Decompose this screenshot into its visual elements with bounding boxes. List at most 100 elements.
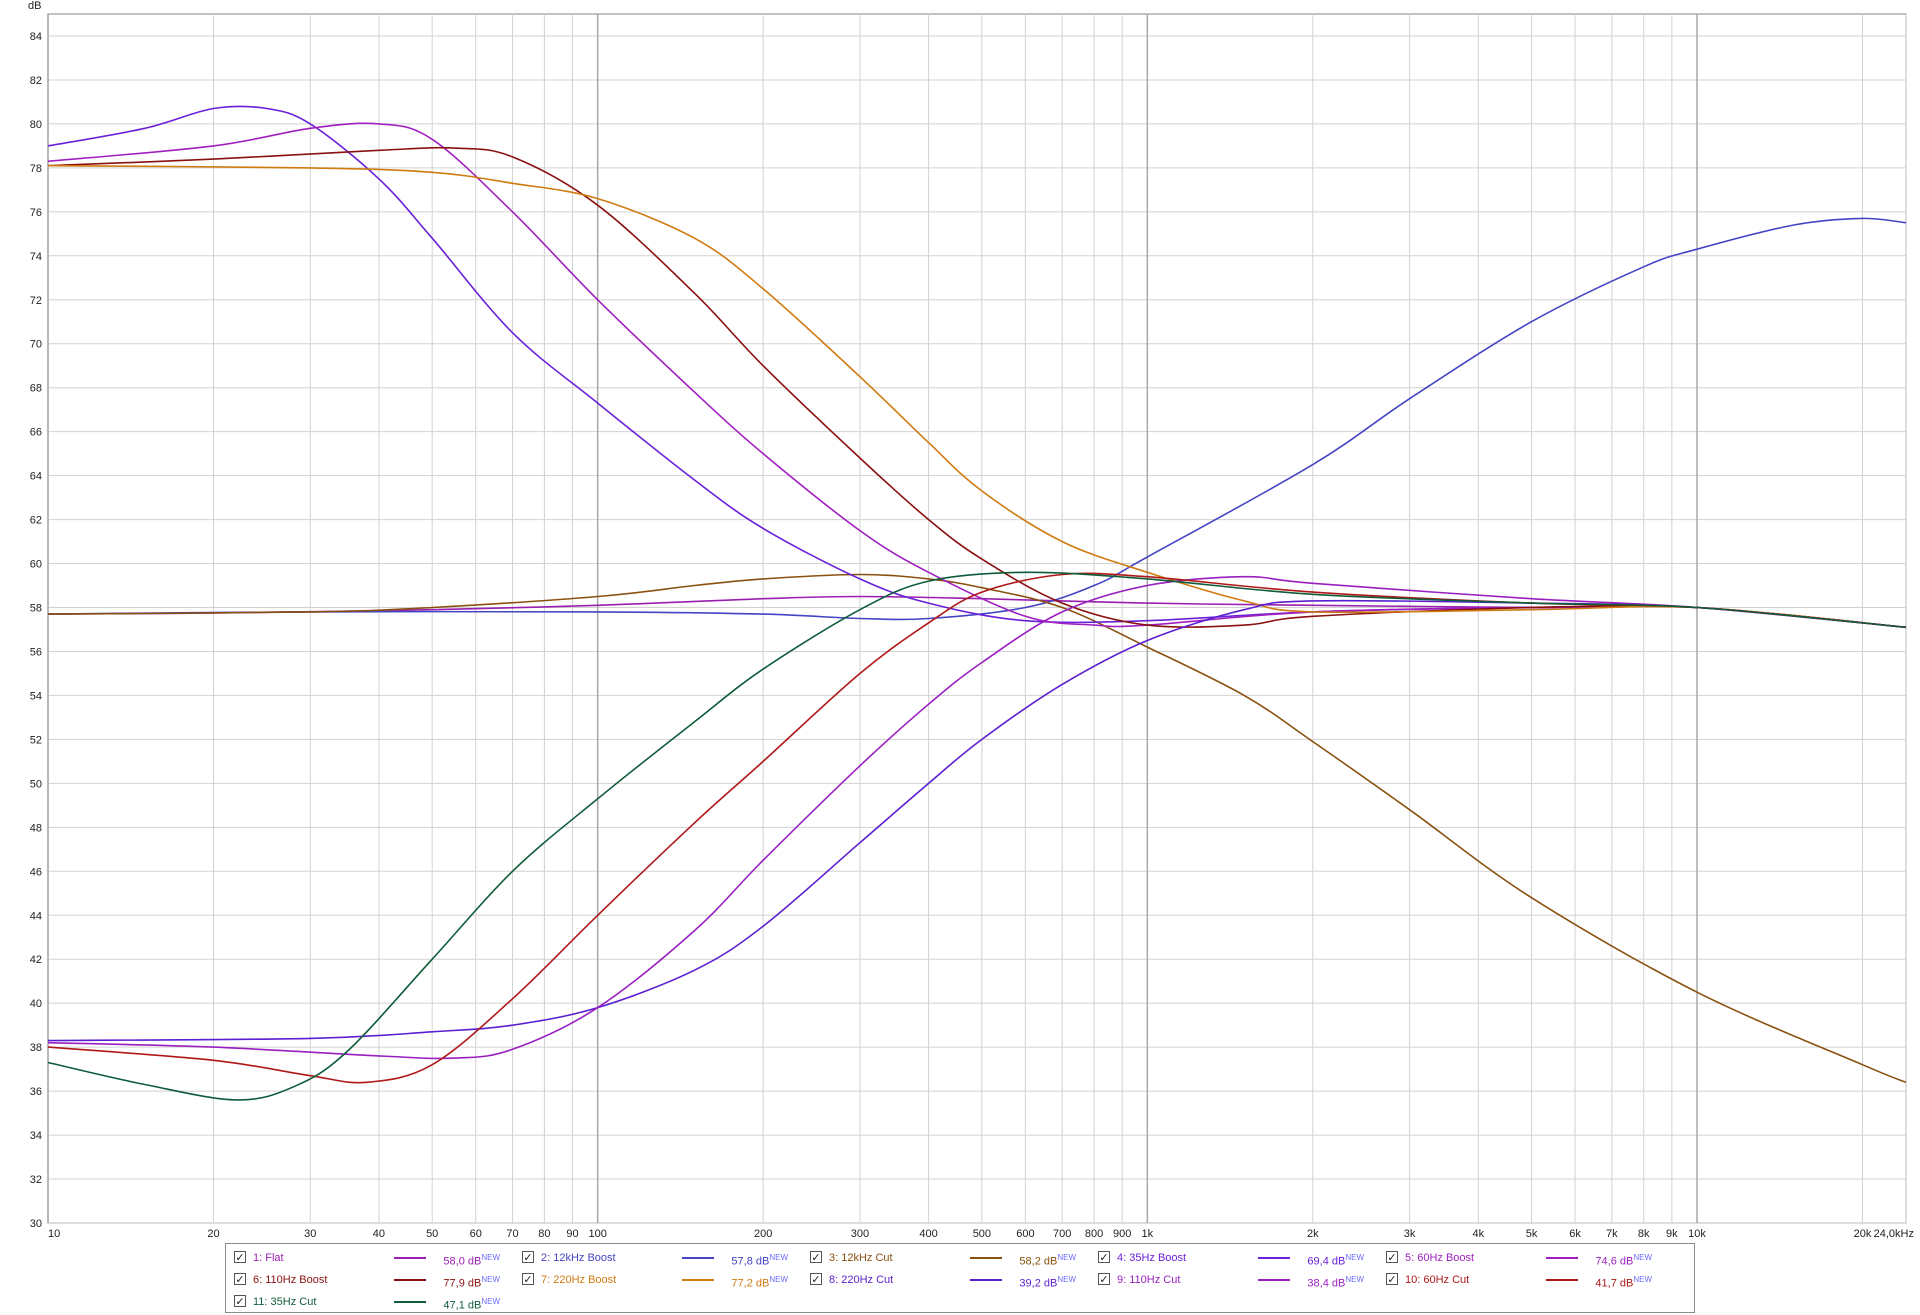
legend-color-swatch xyxy=(1258,1257,1290,1259)
y-tick-label: 46 xyxy=(30,866,42,878)
legend-color-swatch xyxy=(682,1279,714,1281)
legend-series-name: 1: Flat xyxy=(253,1252,284,1264)
legend-checkbox[interactable]: ✓ xyxy=(234,1295,246,1308)
legend-checkbox[interactable]: ✓ xyxy=(1386,1273,1398,1286)
legend-checkbox[interactable]: ✓ xyxy=(1386,1251,1398,1264)
legend-new-tag: NEW xyxy=(481,1297,500,1306)
legend-item-8: ✓ 8: 220Hz Cut 39,2 dBNEW xyxy=(810,1271,1090,1290)
y-tick-label: 54 xyxy=(30,690,42,702)
legend-new-tag: NEW xyxy=(1633,1253,1652,1262)
legend-item-4: ✓ 4: 35Hz Boost 69,4 dBNEW xyxy=(1098,1249,1378,1268)
x-tick-label: 30 xyxy=(304,1228,316,1240)
x-tick-label: 50 xyxy=(426,1228,438,1240)
y-tick-label: 30 xyxy=(30,1218,42,1230)
x-tick-label: 9k xyxy=(1666,1228,1678,1240)
x-tick-label: 800 xyxy=(1085,1228,1103,1240)
plot-area xyxy=(47,13,1907,1224)
legend-series-name: 6: 110Hz Boost xyxy=(253,1274,328,1286)
y-tick-label: 62 xyxy=(30,515,42,527)
legend-item-6: ✓ 6: 110Hz Boost 77,9 dBNEW xyxy=(234,1271,514,1290)
y-tick-label: 36 xyxy=(30,1086,42,1098)
series-line-2 xyxy=(47,217,1907,621)
legend-series-value: 69,4 dBNEW xyxy=(1307,1253,1364,1268)
legend-color-swatch xyxy=(970,1279,1002,1281)
legend-item-7: ✓ 7: 220Hz Boost 77,2 dBNEW xyxy=(522,1271,802,1290)
y-tick-label: 38 xyxy=(30,1042,42,1054)
legend-color-swatch xyxy=(970,1257,1002,1259)
legend-new-tag: NEW xyxy=(1057,1253,1076,1262)
x-tick-label: 20k xyxy=(1854,1228,1872,1240)
legend-series-name: 9: 110Hz Cut xyxy=(1117,1274,1181,1286)
legend-item-1: ✓ 1: Flat 58,0 dBNEW xyxy=(234,1249,514,1268)
legend-series-value: 38,4 dBNEW xyxy=(1307,1275,1364,1290)
y-tick-label: 50 xyxy=(30,778,42,790)
legend-new-tag: NEW xyxy=(1057,1275,1076,1284)
x-tick-label: 700 xyxy=(1053,1228,1071,1240)
y-tick-label: 70 xyxy=(30,339,42,351)
legend-item-5: ✓ 5: 60Hz Boost 74,6 dBNEW xyxy=(1386,1249,1666,1268)
x-tick-label: 8k xyxy=(1638,1228,1650,1240)
y-axis-unit-label: dB xyxy=(28,0,41,12)
legend-color-swatch xyxy=(1546,1279,1578,1281)
legend-color-swatch xyxy=(1546,1257,1578,1259)
legend-color-swatch xyxy=(682,1257,714,1259)
legend-new-tag: NEW xyxy=(1345,1275,1364,1284)
legend-checkbox[interactable]: ✓ xyxy=(234,1251,246,1264)
legend-color-swatch xyxy=(394,1301,426,1303)
x-tick-label: 10k xyxy=(1688,1228,1706,1240)
x-tick-label: 900 xyxy=(1113,1228,1131,1240)
x-tick-label: 200 xyxy=(754,1228,772,1240)
grid xyxy=(47,14,1907,1224)
legend-checkbox[interactable]: ✓ xyxy=(522,1251,534,1264)
legend-series-value: 74,6 dBNEW xyxy=(1595,1253,1652,1268)
legend-checkbox[interactable]: ✓ xyxy=(234,1273,246,1286)
y-tick-label: 52 xyxy=(30,734,42,746)
legend-series-name: 7: 220Hz Boost xyxy=(541,1274,617,1286)
legend-series-value: 77,2 dBNEW xyxy=(731,1275,788,1290)
legend-new-tag: NEW xyxy=(769,1275,788,1284)
legend-item-9: ✓ 9: 110Hz Cut 38,4 dBNEW xyxy=(1098,1271,1378,1290)
legend-checkbox[interactable]: ✓ xyxy=(810,1251,822,1264)
legend-item-10: ✓ 10: 60Hz Cut 41,7 dBNEW xyxy=(1386,1271,1666,1290)
legend-series-value: 41,7 dBNEW xyxy=(1595,1275,1652,1290)
legend-color-swatch xyxy=(1258,1279,1290,1281)
x-tick-label: 1k xyxy=(1142,1228,1154,1240)
x-tick-label: 400 xyxy=(919,1228,937,1240)
x-tick-label: 7k xyxy=(1606,1228,1618,1240)
y-tick-label: 60 xyxy=(30,559,42,571)
series-line-3 xyxy=(47,573,1907,1084)
x-tick-label: 24,0kHz xyxy=(1874,1228,1914,1240)
x-tick-label: 3k xyxy=(1404,1228,1416,1240)
legend-item-3: ✓ 3: 12kHz Cut 58,2 dBNEW xyxy=(810,1249,1090,1268)
series-line-11 xyxy=(47,571,1907,1101)
y-tick-label: 58 xyxy=(30,603,42,615)
legend-checkbox[interactable]: ✓ xyxy=(522,1273,534,1286)
x-tick-label: 40 xyxy=(373,1228,385,1240)
legend-series-value: 47,1 dBNEW xyxy=(443,1297,500,1312)
legend-checkbox[interactable]: ✓ xyxy=(1098,1251,1110,1264)
x-tick-label: 300 xyxy=(851,1228,869,1240)
legend-checkbox[interactable]: ✓ xyxy=(1098,1273,1110,1286)
legend-series-value: 58,0 dBNEW xyxy=(443,1253,500,1268)
legend-new-tag: NEW xyxy=(1345,1253,1364,1262)
x-tick-label: 6k xyxy=(1569,1228,1581,1240)
series-line-5 xyxy=(47,122,1907,629)
legend-series-value: 77,9 dBNEW xyxy=(443,1275,500,1290)
y-tick-label: 72 xyxy=(30,295,42,307)
x-tick-label: 4k xyxy=(1472,1228,1484,1240)
legend-series-name: 5: 60Hz Boost xyxy=(1405,1252,1475,1264)
legend-item-2: ✓ 2: 12kHz Boost 57,8 dBNEW xyxy=(522,1249,802,1268)
series-line-7 xyxy=(47,164,1907,629)
y-tick-label: 80 xyxy=(30,119,42,131)
legend-series-value: 39,2 dBNEW xyxy=(1019,1275,1076,1290)
y-tick-label: 84 xyxy=(30,31,42,43)
series-line-6 xyxy=(47,146,1907,629)
x-tick-label: 80 xyxy=(538,1228,550,1240)
x-tick-label: 60 xyxy=(470,1228,482,1240)
x-tick-label: 2k xyxy=(1307,1228,1319,1240)
x-tick-label: 70 xyxy=(506,1228,518,1240)
legend-checkbox[interactable]: ✓ xyxy=(810,1273,822,1286)
x-tick-label: 90 xyxy=(566,1228,578,1240)
x-tick-label: 5k xyxy=(1526,1228,1538,1240)
y-tick-label: 48 xyxy=(30,822,42,834)
